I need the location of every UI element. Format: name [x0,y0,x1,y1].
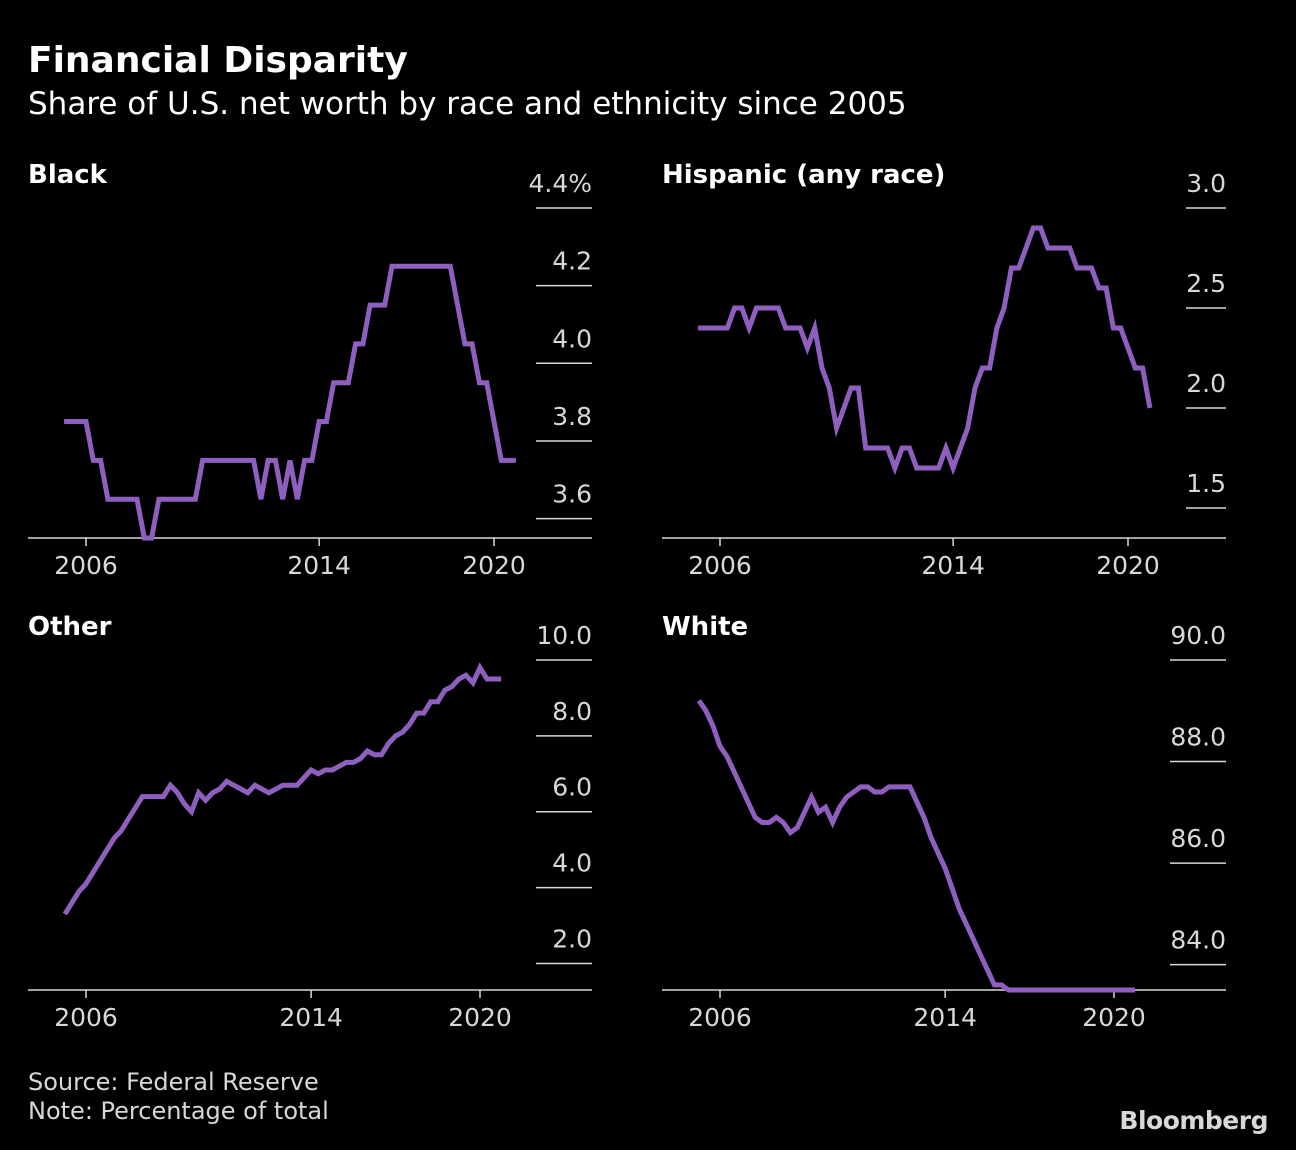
y-tick-label: 4.0 [552,324,592,353]
x-tick-label: 2014 [921,551,985,580]
x-tick-label: 2020 [462,551,526,580]
chart-subtitle: Share of U.S. net worth by race and ethn… [28,86,907,122]
series-line [62,662,502,916]
y-tick-label: 10.0 [536,621,592,650]
y-tick-label: 86.0 [1170,824,1226,853]
panel-title-other: Other [28,612,112,642]
y-tick-label: 4.4% [528,169,592,198]
x-tick-label: 2020 [1096,551,1160,580]
series-line [64,263,516,541]
series-line [696,699,1136,993]
y-tick-label: 6.0 [552,773,592,802]
x-tick-label: 2014 [287,551,351,580]
y-tick-label: 84.0 [1170,926,1226,955]
y-tick-label: 2.5 [1186,269,1226,298]
x-tick-label: 2006 [688,551,752,580]
panel-title-black: Black [28,160,107,190]
x-tick-label: 2014 [913,1003,977,1032]
y-tick-label: 4.0 [552,849,592,878]
y-tick-label: 4.2 [552,247,592,276]
x-tick-label: 2014 [279,1003,343,1032]
x-tick-label: 2006 [688,1003,752,1032]
x-tick-label: 2020 [1082,1003,1146,1032]
chart-title: Financial Disparity [28,40,408,81]
y-tick-label: 2.0 [1186,369,1226,398]
panel-title-hispanic: Hispanic (any race) [662,160,946,190]
y-tick-label: 8.0 [552,697,592,726]
y-tick-label: 3.6 [552,480,592,509]
x-tick-label: 2020 [448,1003,512,1032]
y-tick-label: 88.0 [1170,723,1226,752]
y-tick-label: 2.0 [552,924,592,953]
y-tick-label: 3.8 [552,402,592,431]
series-line [698,225,1153,476]
x-tick-label: 2006 [54,551,118,580]
bloomberg-logo: Bloomberg [1119,1106,1268,1135]
panel-title-white: White [662,612,749,642]
source-note: Source: Federal Reserve [28,1068,319,1096]
y-tick-label: 90.0 [1170,621,1226,650]
x-tick-label: 2006 [54,1003,118,1032]
percentage-note: Note: Percentage of total [28,1097,329,1125]
y-tick-label: 3.0 [1186,169,1226,198]
y-tick-label: 1.5 [1186,469,1226,498]
